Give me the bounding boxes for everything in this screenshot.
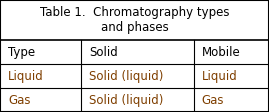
Text: Solid (liquid): Solid (liquid) <box>89 70 163 83</box>
Text: Table 1.  Chromatography types
and phases: Table 1. Chromatography types and phases <box>40 6 229 34</box>
Bar <box>0 88 81 112</box>
Bar <box>194 88 269 112</box>
Bar <box>81 88 194 112</box>
Text: Liquid: Liquid <box>8 70 44 83</box>
Text: Gas: Gas <box>202 94 224 107</box>
Bar <box>194 64 269 88</box>
Bar <box>0 64 81 88</box>
Text: Solid (liquid): Solid (liquid) <box>89 94 163 107</box>
Bar <box>0 40 81 64</box>
Bar <box>81 40 194 64</box>
Bar <box>0 0 269 40</box>
Text: Type: Type <box>8 46 35 59</box>
Text: Solid: Solid <box>89 46 118 59</box>
Text: Mobile: Mobile <box>202 46 240 59</box>
Text: Gas: Gas <box>8 94 31 107</box>
Bar <box>81 64 194 88</box>
Bar <box>194 40 269 64</box>
Text: Liquid: Liquid <box>202 70 238 83</box>
